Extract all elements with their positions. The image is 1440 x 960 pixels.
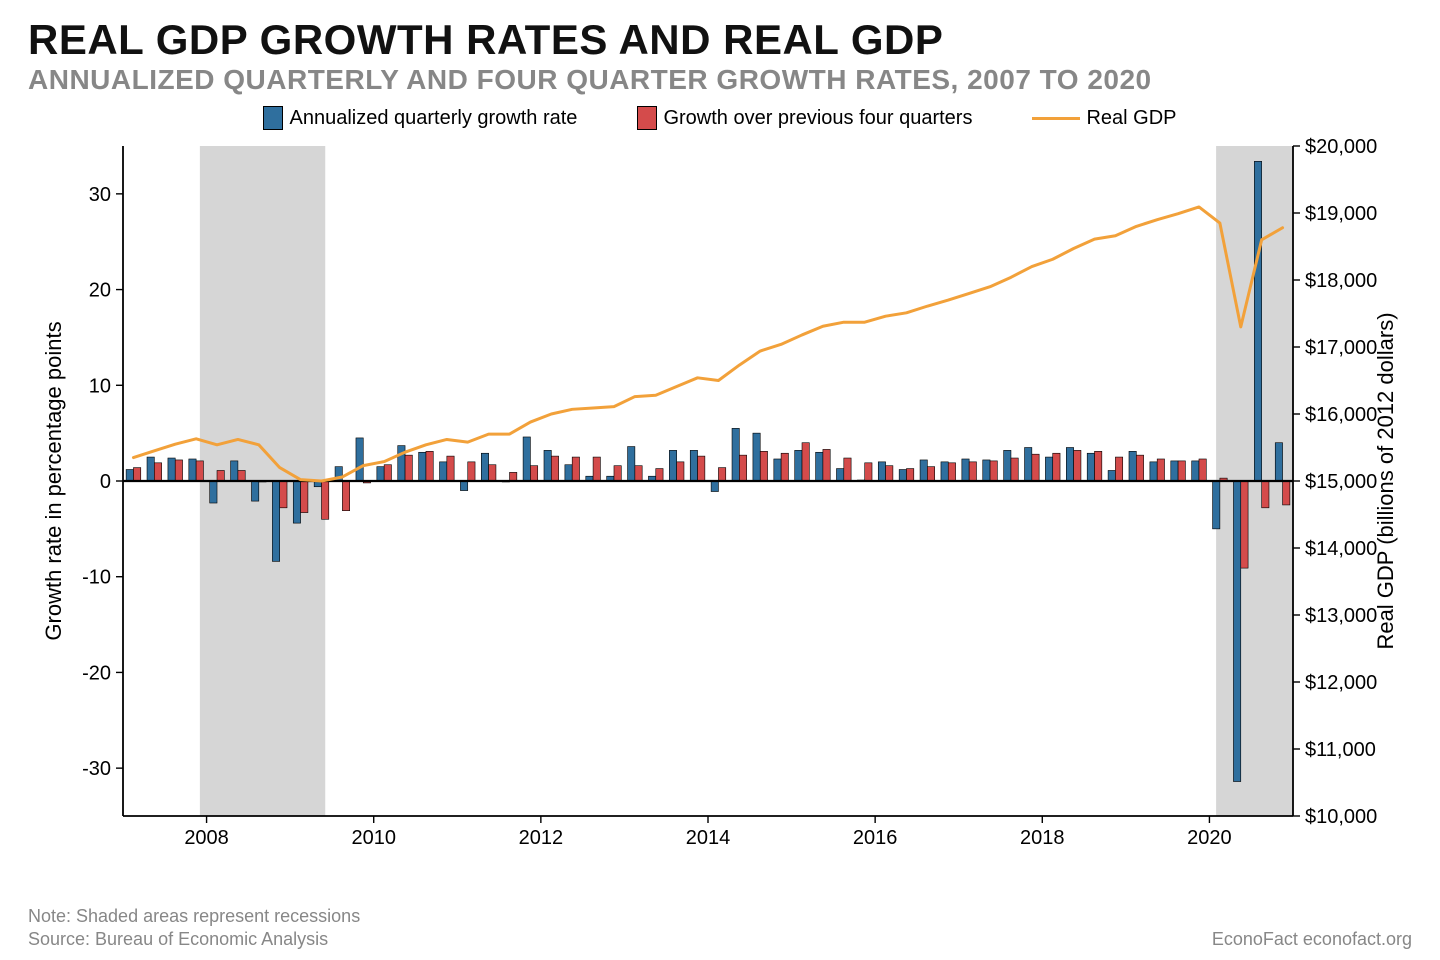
page-subtitle: ANNUALIZED QUARTERLY AND FOUR QUARTER GR… [28, 64, 1412, 96]
svg-text:$17,000: $17,000 [1305, 337, 1377, 359]
svg-text:Real GDP (billions of 2012 dol: Real GDP (billions of 2012 dollars) [1373, 313, 1398, 650]
gdp-chart: -30 -20 -10 0 10 20 30 Growth rate in percentag… [28, 136, 1412, 866]
svg-text:$13,000: $13,000 [1305, 605, 1377, 627]
svg-text:0: 0 [100, 471, 111, 493]
legend-item-gdp: Real GDP [1032, 106, 1176, 130]
svg-text:2012: 2012 [519, 827, 564, 849]
svg-text:-20: -20 [82, 663, 111, 685]
svg-text:Growth rate in percentage poin: Growth rate in percentage points [41, 322, 66, 641]
legend-label-quarterly: Annualized quarterly growth rate [289, 107, 577, 130]
credit: EconoFact econofact.org [1212, 929, 1412, 950]
legend-label-fourq: Growth over previous four quarters [663, 107, 972, 130]
source: Source: Bureau of Economic Analysis [28, 928, 360, 951]
legend-item-fourq: Growth over previous four quarters [637, 106, 972, 130]
svg-text:2018: 2018 [1020, 827, 1065, 849]
svg-text:$14,000: $14,000 [1305, 538, 1377, 560]
footnote: Note: Shaded areas represent recessions [28, 905, 360, 928]
svg-text:$11,000: $11,000 [1305, 739, 1376, 761]
page-title: REAL GDP GROWTH RATES AND REAL GDP [28, 18, 1412, 62]
svg-text:-10: -10 [82, 567, 111, 589]
svg-text:2010: 2010 [351, 827, 396, 849]
svg-text:2014: 2014 [686, 827, 731, 849]
legend-swatch-fourq [637, 106, 657, 130]
svg-text:2008: 2008 [184, 827, 229, 849]
legend-swatch-gdp [1032, 117, 1080, 120]
svg-text:$16,000: $16,000 [1305, 404, 1377, 426]
svg-text:$15,000: $15,000 [1305, 471, 1377, 493]
svg-text:2016: 2016 [853, 827, 898, 849]
svg-text:10: 10 [89, 375, 111, 397]
svg-text:$10,000: $10,000 [1305, 806, 1377, 828]
svg-text:$12,000: $12,000 [1305, 672, 1377, 694]
legend-item-quarterly: Annualized quarterly growth rate [263, 106, 577, 130]
svg-text:20: 20 [89, 280, 111, 302]
chart-container: -30 -20 -10 0 10 20 30 Growth rate in percentag… [28, 136, 1412, 866]
legend-swatch-quarterly [263, 106, 283, 130]
svg-text:2020: 2020 [1187, 827, 1232, 849]
svg-text:-30: -30 [82, 758, 111, 780]
legend-label-gdp: Real GDP [1086, 107, 1176, 130]
svg-text:30: 30 [89, 184, 111, 206]
svg-text:$20,000: $20,000 [1305, 136, 1377, 158]
svg-text:$18,000: $18,000 [1305, 270, 1377, 292]
legend: Annualized quarterly growth rate Growth … [28, 106, 1412, 130]
svg-text:$19,000: $19,000 [1305, 203, 1377, 225]
